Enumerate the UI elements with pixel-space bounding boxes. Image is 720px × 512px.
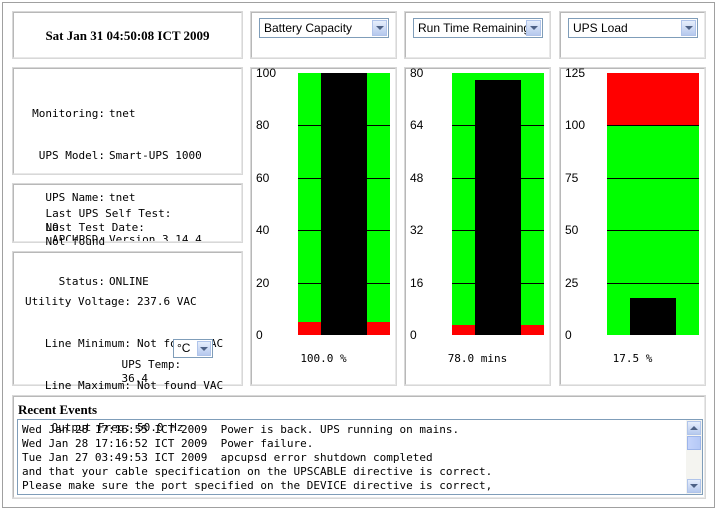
selftest-panel: Last UPS Self Test: NO Last Test Date: N… [12,183,243,248]
ups-temp-row: UPS Temp: 36.4 [95,344,182,400]
last-test-date-label: Last Test Date: [45,221,145,234]
line-max-value: Not found VAC [137,379,224,392]
apcupsd-label: APCUPSD: [52,233,105,246]
gauge-value-bar [630,298,676,335]
gauge-tick-label: 80 [256,118,270,133]
gauge-tick-label: 40 [256,223,270,238]
gauge-tick-label: 48 [410,170,424,185]
status-label: Status: [58,275,105,288]
ups-temp-label: UPS Temp: [121,358,182,371]
scroll-up-icon[interactable] [687,421,701,435]
power-labels: Utility Voltage: Line Minimum: Line Maxi… [19,267,131,463]
ups-name-value: tnet [109,191,136,204]
gauge-tick-label: 0 [256,328,263,342]
gauge-selector-panel-1: Battery Capacity [250,11,397,59]
monitoring-label: Monitoring: [32,107,105,120]
ups-load-select[interactable]: UPS Load [568,18,698,38]
gauge-tick-label: 125 [565,66,586,80]
gauge-value-text: 78.0 mins [447,352,508,365]
gauge-value-bar [321,73,367,335]
ups-temp-value: 36.4 [121,372,149,385]
last-self-test-value: NO [45,221,59,234]
gauge-tick-label: 16 [410,275,424,290]
chevron-down-icon[interactable] [681,20,696,36]
ups-model-value: Smart-UPS 1000 [109,149,202,162]
event-line: Please make sure the port specified on t… [22,479,493,492]
selftest-row: Last UPS Self Test: NO [19,193,172,249]
utility-voltage-label: Utility Voltage: [25,295,131,308]
status-panel: Monitoring: UPS Model: UPS Name: APCUPSD… [12,67,243,288]
status-values: tnet Smart-UPS 1000 tnet Version 3.14.4 … [109,79,202,317]
line-min-label: Line Minimum: [44,337,131,350]
gauge-tick-label: 32 [410,223,424,238]
power-panel: Utility Voltage: Line Minimum: Line Maxi… [12,251,243,434]
output-freq-value: 50.0 Hz [137,421,184,434]
run-time-selected: Run Time Remaining [418,21,531,35]
events-log[interactable]: Wed Jan 28 17:16:55 ICT 2009 Power is ba… [17,419,703,495]
run-time-select[interactable]: Run Time Remaining [413,18,543,38]
gauge-body [298,73,390,335]
temp-unit-selected: °C [177,341,191,355]
chevron-down-icon[interactable] [372,20,387,36]
chevron-down-icon[interactable] [526,20,541,36]
gauge-warn-zone [607,73,699,126]
gauge-tick-label: 64 [410,118,424,133]
gauge-tick-label: 100 [256,66,277,80]
scroll-thumb[interactable] [687,436,701,450]
gauge-tick-label: 0 [410,328,417,342]
event-line: Wed Jan 28 17:16:55 ICT 2009 Power is ba… [22,423,460,436]
scroll-down-icon[interactable] [687,479,701,493]
gauge-tick-label: 75 [565,170,579,185]
gauge-tick-label: 0 [565,328,572,342]
gauge-body [452,73,544,335]
gauge-tick-label: 20 [256,275,270,290]
battery-capacity-select[interactable]: Battery Capacity [259,18,389,38]
gauge-tick-label: 60 [256,170,270,185]
gauge-panel-2 [404,67,551,386]
events-panel [12,395,706,499]
gauge-selector-panel-3: UPS Load [559,11,706,59]
gauge-value-text: 100.0 % [300,352,347,365]
datetime-panel: Sat Jan 31 04:50:08 ICT 2009 [12,11,243,59]
gauge-tick-label: 25 [565,275,579,290]
monitoring-value: tnet [109,107,136,120]
line-max-label: Line Maximum: [44,379,131,392]
apcupsd-value: Version 3.14.4 [109,233,202,246]
event-line: Tue Jan 27 03:49:53 ICT 2009 apcupsd err… [22,451,433,464]
last-test-date-value: Not found [45,235,106,248]
event-line: Wed Jan 28 17:16:52 ICT 2009 Power failu… [22,437,314,450]
last-self-test-label: Last UPS Self Test: [45,207,172,220]
gauge-grid-line [607,177,699,179]
chevron-down-icon[interactable] [197,341,211,356]
ups-load-selected: UPS Load [573,21,628,35]
output-freq-label: Output Freq: [51,421,131,434]
gauge-tick-label: 100 [565,118,586,133]
status-value: ONLINE [109,275,149,288]
event-line: and that your cable specification on the… [22,465,493,478]
events-title: Recent Events [18,402,98,417]
temp-unit-select[interactable]: °C [173,339,213,358]
gauge-body [607,73,699,335]
battery-capacity-selected: Battery Capacity [264,21,353,35]
monitor-page [2,2,715,508]
status-labels: Monitoring: UPS Model: UPS Name: APCUPSD… [19,79,105,317]
ups-name-label: UPS Name: [45,191,105,204]
gauge-tick-label: 50 [565,223,579,238]
events-scrollbar[interactable] [686,420,702,494]
datetime-text: Sat Jan 31 04:50:08 ICT 2009 [45,28,210,43]
gauge-selector-panel-2: Run Time Remaining [404,11,551,59]
gauge-value-bar [475,79,521,335]
gauge-grid-line [607,125,699,127]
utility-voltage-value: 237.6 VAC [137,295,197,308]
gauge-panel-1 [250,67,397,386]
gauge-grid-line [607,282,699,284]
gauge-tick-label: 80 [410,66,424,80]
ups-model-label: UPS Model: [38,149,105,162]
gauge-value-text: 17.5 % [612,352,653,365]
test-date-row: Last Test Date: Not found [19,207,145,263]
gauge-panel-3 [559,67,706,386]
gauge-grid-line [607,230,699,232]
